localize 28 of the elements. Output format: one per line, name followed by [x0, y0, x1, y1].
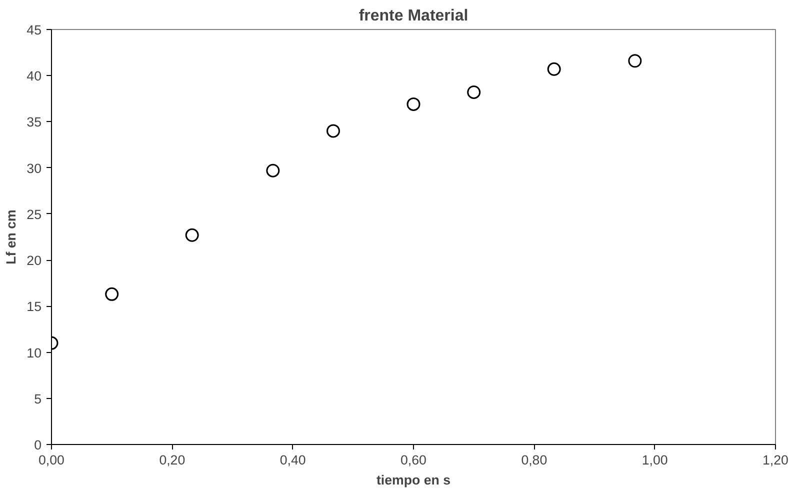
- y-tick-label: 30: [26, 160, 42, 176]
- y-tick-label: 15: [26, 299, 42, 314]
- x-tick-label: 0,40: [280, 452, 306, 468]
- point: [406, 97, 420, 111]
- point: [185, 228, 199, 242]
- y-tick-label: 35: [26, 114, 42, 130]
- point: [105, 287, 119, 301]
- point: [467, 85, 481, 99]
- y-tick-label: 20: [26, 253, 42, 268]
- x-tick-label: 1,20: [762, 452, 788, 468]
- point: [547, 62, 561, 76]
- y-tick-label: 5: [34, 391, 42, 406]
- point: [628, 54, 642, 68]
- y-tick-label: 40: [26, 68, 42, 84]
- point: [266, 164, 280, 178]
- y-tick-label: 45: [26, 22, 42, 38]
- x-tick-label: 0,60: [400, 452, 426, 468]
- y-tick-label: 0: [34, 438, 42, 452]
- chart-title: frente Material: [358, 8, 468, 24]
- x-tick-label: 0,80: [521, 452, 548, 468]
- y-tick-label: 10: [26, 345, 42, 360]
- x-tick-label: 0,20: [159, 452, 186, 468]
- y-tick-label: 25: [26, 206, 42, 222]
- x-tick-label: 0,00: [38, 452, 64, 468]
- y-axis-title: Lf en cm: [4, 209, 19, 264]
- x-axis-title: tiempo en s: [376, 472, 451, 488]
- x-tick-label: 1,00: [642, 452, 668, 468]
- point: [326, 124, 340, 138]
